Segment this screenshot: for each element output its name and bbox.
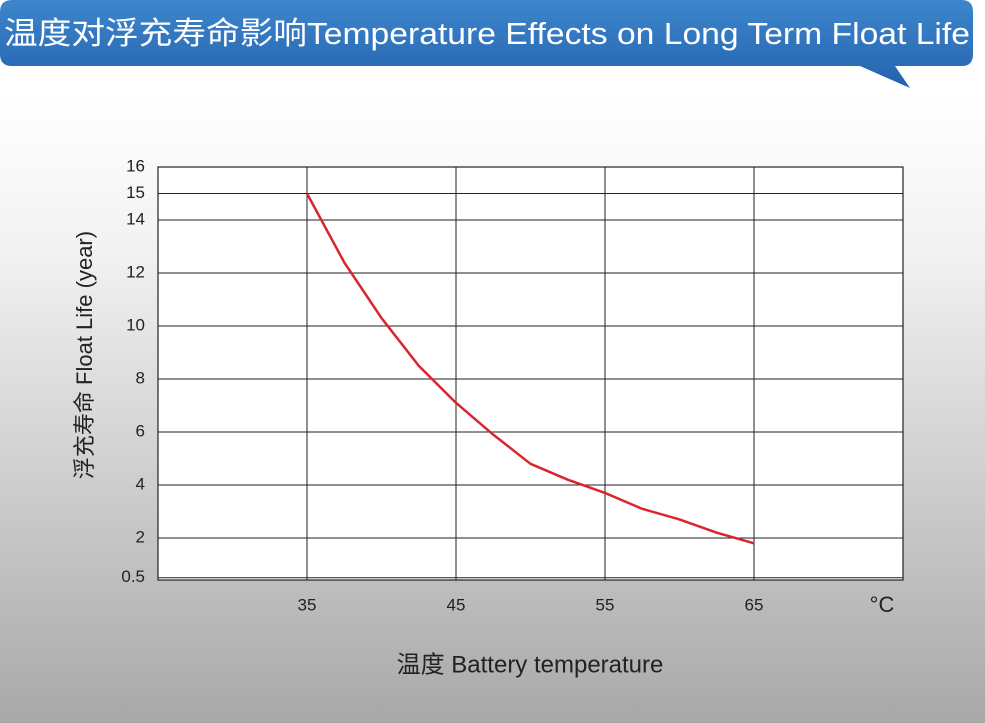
x-tick-label: 65	[745, 595, 764, 614]
y-tick-label: 0.5	[121, 567, 145, 586]
x-tick-label: 45	[447, 595, 466, 614]
chart-title: 温度对浮充寿命影响Temperature Effects on Long Ter…	[4, 16, 970, 51]
y-tick-label: 10	[126, 315, 145, 334]
x-axis-label: 温度 Battery temperature	[397, 651, 664, 678]
y-tick-label: 2	[136, 527, 145, 546]
y-tick-label: 8	[136, 368, 145, 387]
y-tick-label: 15	[126, 183, 145, 202]
x-tick-label: 35	[298, 595, 317, 614]
x-tick-label: 55	[596, 595, 615, 614]
y-tick-label: 4	[136, 474, 145, 493]
plot-area	[157, 166, 904, 581]
data-line	[305, 192, 755, 545]
y-tick-label: 16	[126, 156, 145, 175]
title-banner	[0, 0, 973, 88]
y-tick-label: 6	[136, 421, 145, 440]
x-unit: °C	[870, 592, 895, 617]
y-tick-label: 12	[126, 262, 145, 281]
y-tick-label: 14	[126, 209, 145, 228]
y-axis-label: 浮充寿命 Float Life (year)	[72, 231, 97, 479]
